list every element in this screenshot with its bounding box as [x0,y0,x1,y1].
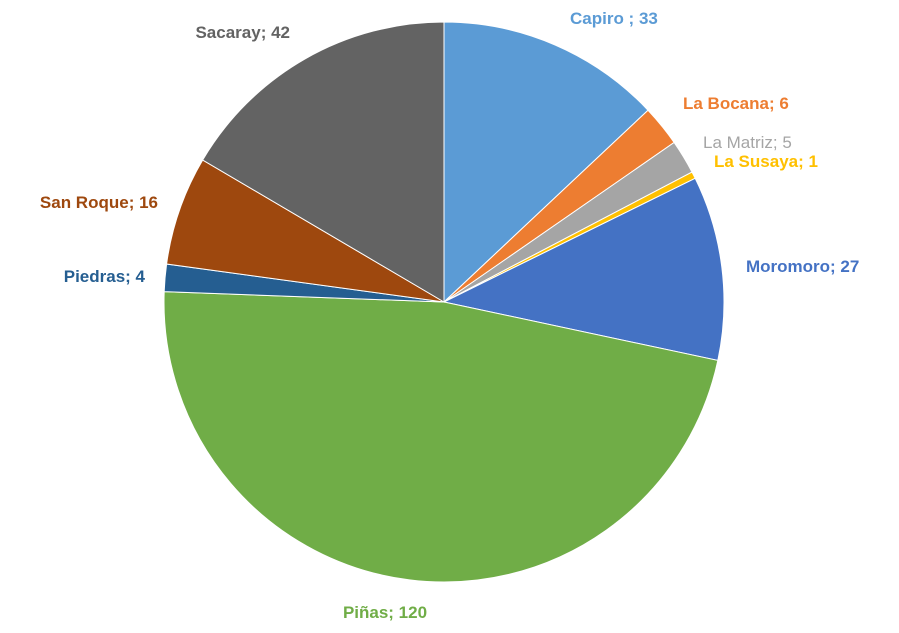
pie-slice-capiro [443,21,649,304]
data-label-la-matriz: La Matriz; 5 [703,133,792,152]
pie-slice-pinas [163,291,719,583]
pie-slice-moromoro [442,177,725,362]
data-label-sacaray: Sacaray; 42 [195,23,290,42]
data-label-capiro: Capiro ; 33 [570,9,658,28]
pie-slice-sacaray [201,21,445,303]
data-label-la-susaya: La Susaya; 1 [714,152,818,171]
pie-slices [163,21,725,583]
data-label-pinas: Piñas; 120 [343,603,427,622]
data-label-piedras: Piedras; 4 [64,267,146,286]
data-label-la-bocana: La Bocana; 6 [683,94,789,113]
data-label-san-roque: San Roque; 16 [40,193,158,212]
pie-labels: Capiro ; 33 La Bocana; 6 La Matriz; 5La Su… [40,9,859,622]
data-label-moromoro: Moromoro; 27 [746,257,859,276]
